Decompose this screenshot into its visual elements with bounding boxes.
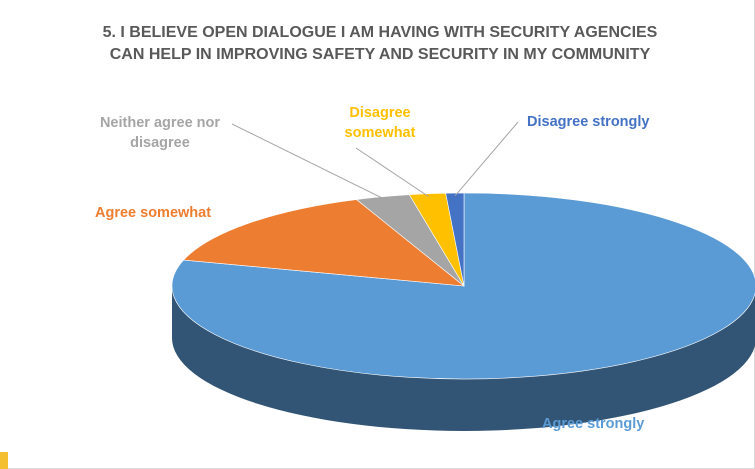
label-agree-strongly: Agree strongly xyxy=(542,416,645,432)
leader-lines xyxy=(231,121,519,200)
pie-side-agree-strongly xyxy=(172,286,755,431)
chart-title: 5. I BELIEVE OPEN DIALOGUE I AM HAVING W… xyxy=(102,24,658,63)
label-agree-somewhat: Agree somewhat xyxy=(95,205,212,221)
label-disagree-somewhat: Disagree somewhat xyxy=(344,105,416,141)
label-disagree-strongly: Disagree strongly xyxy=(527,114,650,130)
label-neither: Neither agree nor disagree xyxy=(99,115,221,151)
pie-slice-agree-somewhat xyxy=(182,199,465,287)
pie-tops xyxy=(171,192,755,380)
leader-line-disagree-somewhat xyxy=(355,147,429,197)
leader-line-disagree-strongly xyxy=(454,121,519,197)
pie-sides xyxy=(172,286,755,431)
leader-line-neither-agree-nor-disagree xyxy=(231,123,386,200)
pie-slice-disagree-strongly xyxy=(445,192,465,287)
sheet-tab-fragment xyxy=(0,452,8,469)
